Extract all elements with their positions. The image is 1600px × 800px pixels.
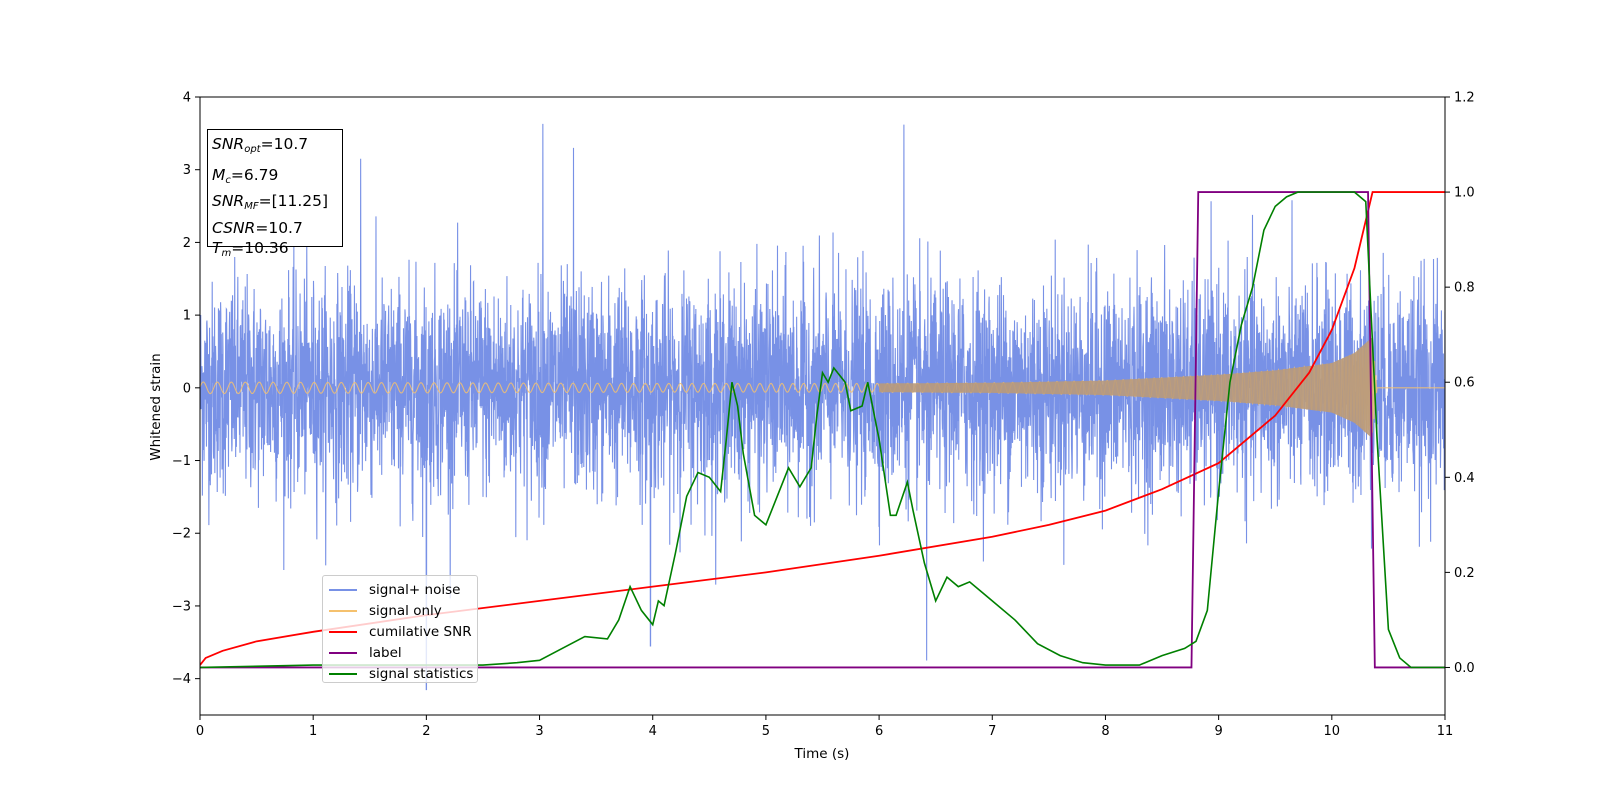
y-right-tick-label: 0.0 — [1454, 661, 1475, 676]
y-axis-label: Whitened strain — [148, 353, 164, 460]
y-right-tick-label: 0.4 — [1454, 471, 1475, 486]
y-right-tick-label: 0.6 — [1454, 376, 1475, 391]
mc-value: 6.79 — [243, 165, 279, 184]
y-left-tick-label: 1 — [183, 309, 191, 324]
x-tick-label: 6 — [875, 724, 883, 739]
snr-opt-value: 10.7 — [273, 135, 309, 153]
plot-frame — [199, 96, 1446, 716]
y-right-tick-label: 0.2 — [1454, 566, 1475, 581]
snr-mf-row: SNRMF=[11.25] — [212, 192, 329, 212]
legend-label: label — [369, 644, 402, 661]
x-tick-label: 2 — [422, 724, 430, 739]
y-right-tick-label: 1.2 — [1454, 91, 1475, 106]
y-right-tick-label: 0.8 — [1454, 281, 1475, 296]
csnr-value: 10.7 — [268, 218, 303, 237]
snr-opt-row: SNRopt=10.7 — [212, 135, 309, 155]
x-tick-label: 11 — [1437, 724, 1454, 739]
legend-swatch — [329, 630, 357, 633]
legend-item-label: label — [329, 642, 477, 663]
y-left-tick-label: 3 — [183, 163, 191, 178]
cumulative-snr-line — [200, 191, 1445, 666]
y-left-tick-label: −2 — [172, 527, 191, 542]
legend-label: signal+ noise — [369, 581, 461, 598]
y-right-tick-label: 1.0 — [1454, 186, 1475, 201]
legend-swatch — [329, 609, 357, 612]
csnr-row: CSNR=10.7 — [212, 218, 303, 237]
x-axis-label: Time (s) — [794, 746, 850, 762]
x-tick-label: 1 — [309, 724, 317, 739]
x-tick-label: 7 — [988, 724, 996, 739]
x-tick-label: 4 — [649, 724, 657, 739]
y-left-tick-label: 2 — [183, 236, 191, 251]
signal-only-envelope — [879, 336, 1373, 439]
x-tick-label: 5 — [762, 724, 770, 739]
tm-row: Tm=10.36 — [212, 239, 289, 259]
legend-swatch — [329, 588, 357, 591]
y-left-tick-label: −4 — [172, 672, 191, 687]
legend-item-signal-statistics: signal statistics — [329, 663, 477, 684]
x-tick-label: 10 — [1324, 724, 1341, 739]
mc-row: Mc=6.79 — [212, 165, 279, 186]
legend-swatch — [329, 672, 357, 675]
tm-value: 10.36 — [244, 239, 289, 257]
x-tick-label: 3 — [535, 724, 543, 739]
y-left-tick-label: −3 — [172, 599, 191, 614]
label-line — [200, 191, 1445, 669]
legend-label: signal statistics — [369, 665, 474, 682]
x-tick-label: 8 — [1101, 724, 1109, 739]
x-tick-label: 9 — [1214, 724, 1222, 739]
y-left-tick-label: 0 — [183, 381, 191, 396]
legend: signal+ noise signal only cumilative SNR… — [322, 575, 478, 683]
snr-mf-value: [11.25] — [271, 192, 329, 210]
y-left-tick-label: −1 — [172, 454, 191, 469]
x-tick-label: 0 — [196, 724, 204, 739]
y-left-tick-label: 4 — [183, 91, 191, 106]
legend-item-cumilative-snr: cumilative SNR — [329, 621, 477, 642]
legend-item-signal-only: signal only — [329, 600, 477, 621]
legend-label: signal only — [369, 602, 442, 619]
legend-label: cumilative SNR — [369, 623, 472, 640]
legend-item-signal-noise: signal+ noise — [329, 579, 477, 600]
snr-info-box: SNRopt=10.7 Mc=6.79 SNRMF=[11.25] CSNR=1… — [207, 129, 343, 259]
legend-swatch — [329, 651, 357, 654]
signal-statistics-line — [200, 191, 1445, 669]
